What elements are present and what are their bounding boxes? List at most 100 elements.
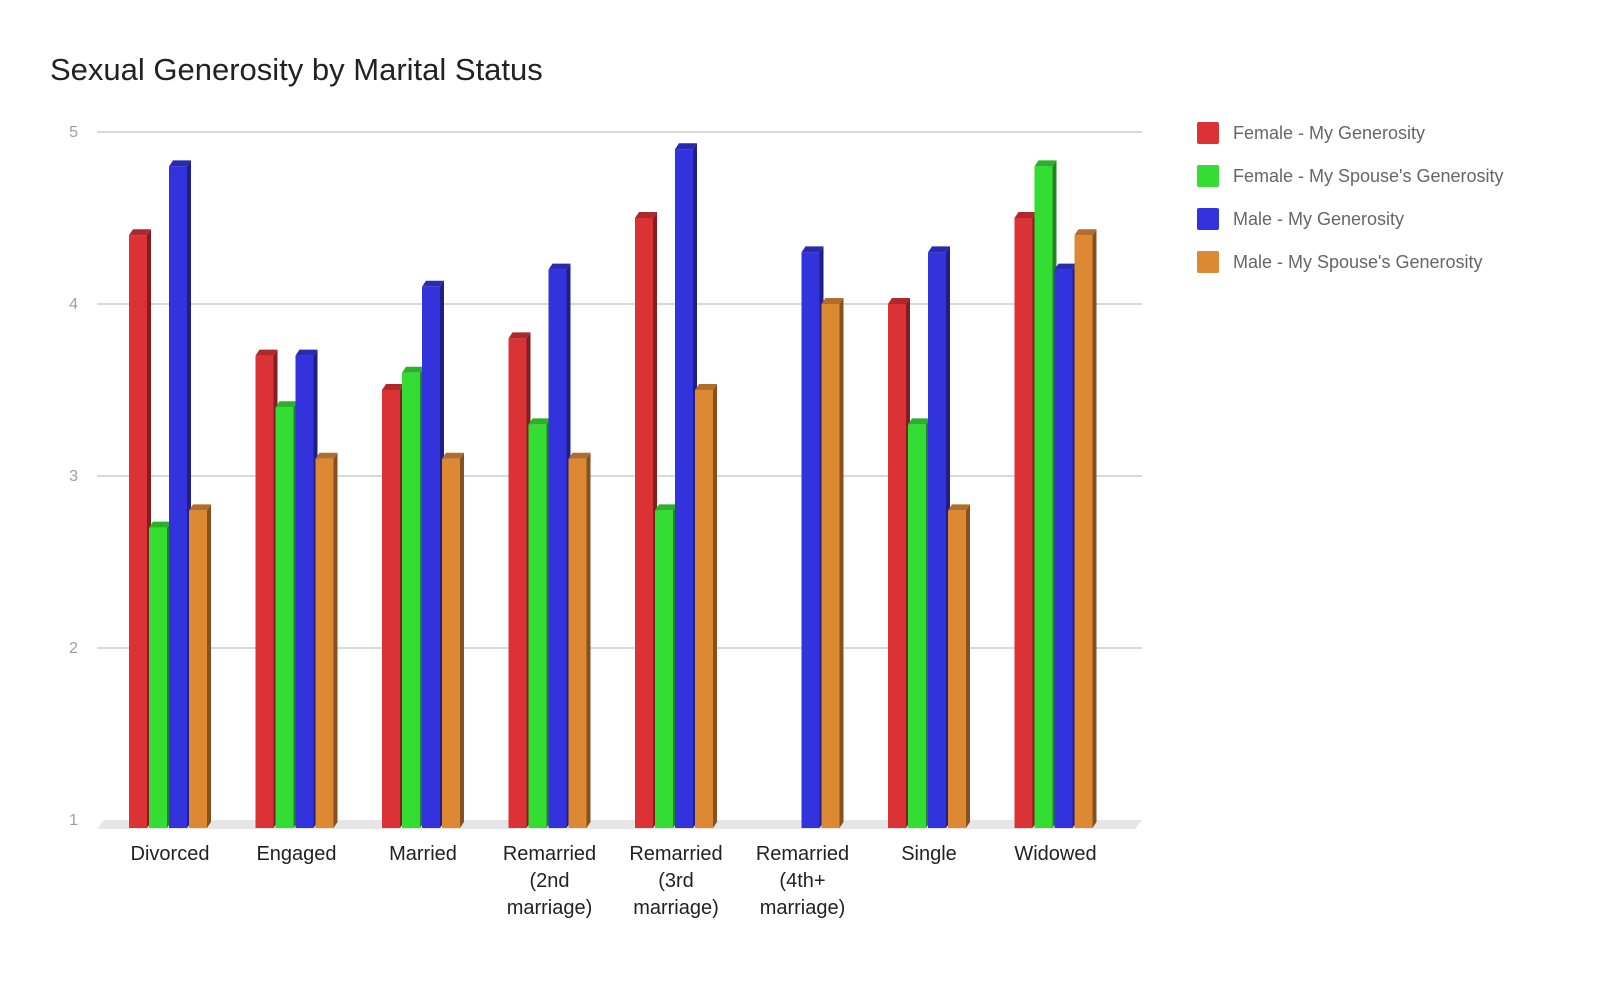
y-axis-ticks: 1 2 3 4 5 bbox=[69, 124, 78, 829]
x-tick-label-line: Remarried bbox=[756, 843, 849, 865]
bar-top bbox=[402, 366, 424, 373]
bars bbox=[129, 143, 1097, 829]
bar-front bbox=[315, 458, 334, 828]
y-tick-label: 2 bbox=[69, 640, 78, 657]
bar-front bbox=[149, 527, 167, 828]
bar-front bbox=[255, 355, 274, 828]
bar bbox=[315, 452, 338, 828]
bar-front bbox=[655, 510, 673, 828]
legend-item: Male - My Spouse's Generosity bbox=[1197, 251, 1483, 273]
x-tick-label-line: (2nd bbox=[529, 870, 569, 892]
bar-front bbox=[528, 424, 547, 828]
bar bbox=[402, 366, 424, 828]
bar-top bbox=[548, 263, 571, 270]
chart-title: Sexual Generosity by Marital Status bbox=[50, 52, 543, 87]
bar bbox=[422, 280, 444, 828]
y-tick-label: 1 bbox=[69, 812, 78, 829]
bar-top bbox=[1054, 263, 1077, 270]
bar bbox=[801, 246, 824, 828]
x-tick-label-line: Divorced bbox=[131, 843, 210, 865]
bar bbox=[695, 384, 717, 828]
bar-front bbox=[928, 252, 946, 828]
bar bbox=[295, 349, 318, 828]
x-tick-label: Single bbox=[901, 843, 957, 865]
bar-front bbox=[1014, 218, 1033, 828]
bar bbox=[568, 452, 591, 828]
bar-front bbox=[402, 372, 420, 828]
bar-top bbox=[801, 246, 824, 253]
x-tick-label: Widowed bbox=[1014, 843, 1096, 865]
x-tick-label-line: Single bbox=[901, 843, 957, 865]
bar-front bbox=[908, 424, 926, 828]
bar-top bbox=[275, 401, 298, 408]
bar-top bbox=[948, 504, 970, 511]
x-tick-label-line: marriage) bbox=[633, 897, 719, 919]
bar-side bbox=[966, 504, 970, 828]
x-tick-label-line: Widowed bbox=[1014, 843, 1096, 865]
legend-swatch bbox=[1197, 251, 1219, 273]
bar-top bbox=[295, 349, 318, 356]
legend-label: Male - My Generosity bbox=[1233, 209, 1404, 229]
x-tick-label: Married bbox=[389, 843, 457, 865]
bar-front bbox=[189, 510, 207, 828]
bar-top bbox=[129, 229, 151, 236]
bar bbox=[1034, 160, 1057, 828]
bar-front bbox=[548, 269, 567, 829]
bar-front bbox=[1054, 269, 1073, 829]
bar-front bbox=[1074, 235, 1093, 828]
bar-top bbox=[422, 280, 444, 287]
bar bbox=[149, 521, 171, 828]
bar bbox=[1054, 263, 1077, 829]
floor-plane bbox=[97, 820, 1142, 829]
bar-side bbox=[333, 452, 338, 828]
bar-front bbox=[695, 390, 713, 828]
bar-side bbox=[839, 298, 844, 828]
bar bbox=[129, 229, 151, 828]
x-tick-label-line: Married bbox=[389, 843, 457, 865]
chart-floor bbox=[97, 820, 1142, 829]
bar-top bbox=[189, 504, 211, 511]
legend-swatch bbox=[1197, 165, 1219, 187]
bar bbox=[948, 504, 970, 828]
x-tick-label-line: Engaged bbox=[256, 843, 336, 865]
bar-top bbox=[908, 418, 930, 425]
bar-side bbox=[207, 504, 211, 828]
bar-side bbox=[586, 452, 591, 828]
y-tick-label: 5 bbox=[69, 124, 78, 141]
bar bbox=[675, 143, 697, 828]
legend-item: Male - My Generosity bbox=[1197, 208, 1404, 230]
gridlines bbox=[97, 131, 1142, 649]
bar bbox=[382, 384, 404, 828]
bar-top bbox=[149, 521, 171, 528]
bar bbox=[635, 212, 657, 828]
bar-top bbox=[382, 384, 404, 390]
x-tick-label: Engaged bbox=[256, 843, 336, 865]
bar-top bbox=[568, 452, 591, 459]
bar-top bbox=[635, 212, 657, 218]
bar bbox=[255, 349, 278, 828]
legend-item: Female - My Generosity bbox=[1197, 122, 1425, 144]
bar-top bbox=[655, 504, 677, 511]
bar-front bbox=[442, 458, 460, 828]
bar-top bbox=[1034, 160, 1057, 167]
legend-label: Female - My Generosity bbox=[1233, 123, 1425, 143]
bar-top bbox=[255, 349, 278, 356]
bar-front bbox=[169, 166, 187, 828]
bar-top bbox=[1014, 212, 1037, 218]
x-tick-label: Remarried (4th+ marriage) bbox=[756, 843, 849, 919]
bar-front bbox=[821, 304, 840, 828]
bar bbox=[655, 504, 677, 828]
bar-front bbox=[675, 149, 693, 828]
bar-top bbox=[675, 143, 697, 150]
bar-front bbox=[888, 304, 906, 828]
legend-swatch bbox=[1197, 122, 1219, 144]
bar-top bbox=[888, 298, 910, 304]
bar bbox=[821, 298, 844, 828]
legend: Female - My Generosity Female - My Spouse… bbox=[1197, 122, 1504, 273]
x-tick-label: Remarried (3rd marriage) bbox=[629, 843, 722, 919]
y-tick-label: 4 bbox=[69, 296, 78, 313]
bar-front bbox=[295, 355, 314, 828]
bar-top bbox=[508, 332, 531, 339]
bar-side bbox=[713, 384, 717, 828]
